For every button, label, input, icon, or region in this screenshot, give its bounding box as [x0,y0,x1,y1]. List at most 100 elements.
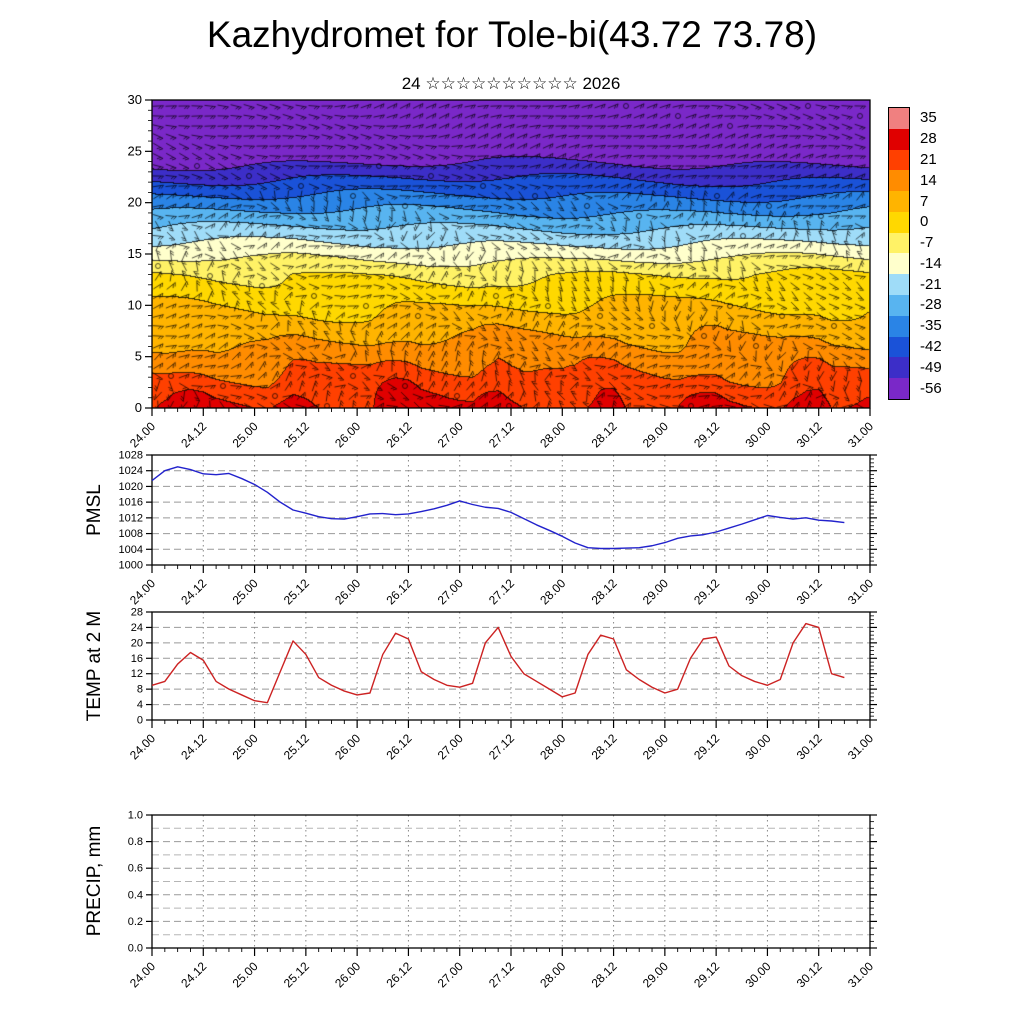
precip-axis-title: PRECIP, mm [84,825,105,937]
colorbar-band [889,336,909,358]
x-tick-label: 30.12 [794,959,825,990]
x-tick-label: 29.00 [640,576,671,607]
colorbar-band [889,191,909,212]
y-tick-label: 4 [137,699,143,711]
x-tick-label: 25.12 [281,576,312,607]
x-tick-label: 26.12 [383,731,414,762]
x-tick-label: 28.00 [537,731,568,762]
x-tick-label: 24.12 [178,731,209,762]
colorbar-band [889,274,909,296]
x-tick-label: 27.00 [435,959,466,990]
x-tick-label: 24.00 [127,959,158,990]
x-tick-label: 27.12 [486,419,517,450]
x-tick-label: 31.00 [845,959,876,990]
y-tick-label: 0.2 [128,916,143,928]
colorbar-tick-label: -28 [920,296,942,314]
x-tick-label: 26.00 [332,959,363,990]
x-tick-label: 30.00 [742,419,773,450]
x-tick-label: 28.12 [589,731,620,762]
x-tick-label: 30.00 [742,731,773,762]
x-tick-label: 28.12 [589,576,620,607]
colorbar-band [889,232,909,254]
figure-subtitle: 24 ☆☆☆☆☆☆☆☆☆☆ 2026 [401,74,621,93]
colorbar-band [889,211,909,233]
colorbar-band [889,149,909,171]
x-tick-label: 27.12 [486,576,517,607]
y-tick-label: 1008 [119,528,143,540]
colorbar-tick-label: -49 [920,358,942,376]
colorbar-band [889,357,909,379]
x-tick-label: 25.00 [230,959,261,990]
x-tick-label: 27.00 [435,731,466,762]
colorbar-band [889,170,909,192]
x-tick-label: 24.12 [178,419,209,450]
colorbar-tick-label: -7 [920,234,934,252]
x-tick-label: 28.00 [537,419,568,450]
x-tick-label: 28.00 [537,576,568,607]
x-tick-label: 24.12 [178,959,209,990]
main-y-tick-label: 15 [128,246,142,261]
y-tick-label: 0 [137,715,143,727]
colorbar-tick-label: -42 [920,338,942,356]
colorbar-tick-label: 0 [920,213,929,231]
pmsl-axis-title: PMSL [84,484,105,536]
colorbar-tick-label: -56 [920,379,942,397]
x-tick-label: 25.00 [230,576,261,607]
colorbar-band [889,378,909,399]
x-tick-label: 26.00 [332,576,363,607]
x-tick-label: 24.00 [127,731,158,762]
x-tick-label: 26.12 [383,959,414,990]
y-tick-label: 20 [131,637,143,649]
x-tick-label: 27.00 [435,576,466,607]
x-tick-label: 30.12 [794,731,825,762]
colorbar-band [889,295,909,316]
x-tick-label: 28.12 [589,419,620,450]
y-tick-label: 24 [131,622,143,634]
x-tick-label: 30.12 [794,576,825,607]
main-panel-frame [151,99,871,409]
x-tick-label: 29.12 [691,731,722,762]
colorbar-bar [888,107,910,400]
x-tick-label: 29.00 [640,959,671,990]
x-tick-label: 29.00 [640,731,671,762]
x-tick-label: 26.00 [332,419,363,450]
colorbar-tick-label: -14 [920,254,942,272]
temperature-colorbar: 35 28 21 14 7 0 -7 -14 -21 -28 -35 -42 -49 -56 [888,107,978,400]
main-y-tick-label: 25 [128,143,142,158]
y-tick-label: 1028 [119,450,143,462]
y-tick-label: 1024 [119,465,143,477]
x-tick-label: 25.00 [230,731,261,762]
y-tick-label: 1016 [119,497,143,509]
cross-section-plot [152,100,870,408]
x-tick-label: 26.00 [332,731,363,762]
y-tick-label: 12 [131,668,143,680]
y-tick-label: 1.0 [128,810,143,822]
colorbar-tick-label: 7 [920,192,929,210]
x-tick-label: 24.00 [127,419,158,450]
y-tick-label: 0.4 [128,889,143,901]
y-tick-label: 0.6 [128,863,143,875]
main-y-tick-label: 10 [128,297,142,312]
x-tick-label: 30.00 [742,959,773,990]
x-tick-label: 31.00 [845,731,876,762]
temp-axis-title: TEMP at 2 M [84,610,105,722]
colorbar-tick-label: 28 [920,130,937,148]
x-tick-label: 26.12 [383,419,414,450]
colorbar-tick-label: -21 [920,275,942,293]
x-tick-label: 25.12 [281,959,312,990]
x-tick-label: 24.00 [127,576,158,607]
colorbar-tick-label: 21 [920,150,937,168]
x-tick-label: 31.00 [845,419,876,450]
x-tick-label: 25.00 [230,419,261,450]
data-line-temp-at-2-m [151,622,845,704]
x-tick-label: 30.00 [742,576,773,607]
colorbar-band [889,315,909,337]
y-tick-label: 28 [131,607,143,619]
x-tick-label: 29.12 [691,959,722,990]
x-tick-label: 25.12 [281,731,312,762]
y-tick-label: 0.0 [128,943,143,955]
y-tick-label: 0.8 [128,836,143,848]
x-tick-label: 29.12 [691,576,722,607]
y-tick-label: 16 [131,653,143,665]
main-y-tick-label: 20 [128,195,142,210]
